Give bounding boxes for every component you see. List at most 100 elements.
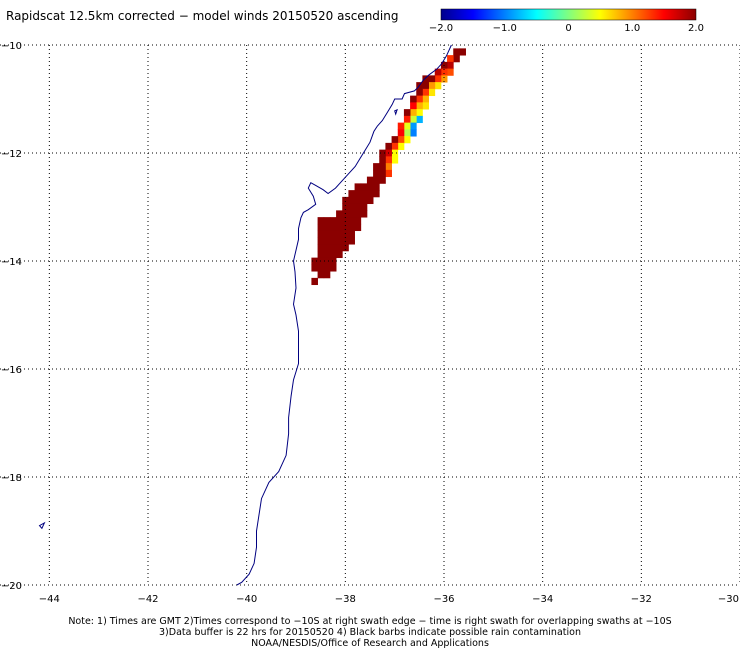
wind-cell xyxy=(453,48,460,56)
wind-cell xyxy=(329,237,337,245)
wind-cell xyxy=(342,237,349,245)
wind-cell xyxy=(336,210,343,218)
wind-cell xyxy=(354,223,362,232)
wind-cell xyxy=(428,75,436,83)
wind-cell xyxy=(342,223,349,232)
wind-cell xyxy=(348,237,355,245)
wind-cell xyxy=(391,156,399,164)
wind-cell xyxy=(348,190,355,198)
wind-cell xyxy=(410,115,417,124)
wind-cell xyxy=(385,163,392,171)
colorbar-bar xyxy=(440,8,697,21)
wind-cell xyxy=(323,244,331,252)
longitude-label: −38 xyxy=(335,594,356,605)
wind-cell xyxy=(329,244,337,252)
wind-cell xyxy=(329,230,337,238)
wind-cell xyxy=(342,230,349,238)
wind-cell xyxy=(323,271,331,279)
wind-cell xyxy=(385,156,392,164)
wind-cell xyxy=(422,82,429,90)
wind-cell xyxy=(366,176,374,184)
wind-cell xyxy=(366,183,374,191)
wind-cell xyxy=(336,223,343,232)
wind-cell xyxy=(373,169,380,178)
wind-cell xyxy=(434,75,442,83)
wind-cell xyxy=(317,217,325,225)
wind-cell xyxy=(360,183,368,191)
wind-cell xyxy=(336,217,343,225)
wind-cell xyxy=(317,223,325,232)
wind-cell xyxy=(329,250,337,259)
wind-cell xyxy=(348,223,355,232)
note-line-3: NOAA/NESDIS/Office of Research and Appli… xyxy=(251,638,489,649)
wind-cell xyxy=(366,190,374,198)
wind-cell xyxy=(410,122,417,130)
longitude-label: −32 xyxy=(631,594,652,605)
wind-cell xyxy=(391,136,399,144)
wind-cell xyxy=(323,264,331,272)
wind-cell xyxy=(403,129,411,137)
wind-cell xyxy=(373,183,380,191)
longitude-label: −34 xyxy=(532,594,553,605)
wind-cell xyxy=(323,237,331,245)
coastline xyxy=(236,44,452,586)
wind-cell xyxy=(317,244,325,252)
latitude-label: −20 xyxy=(1,581,22,592)
colorbar-label: 0 xyxy=(565,23,571,34)
longitude-label: −36 xyxy=(433,594,454,605)
wind-cell xyxy=(323,217,331,225)
wind-cell xyxy=(397,142,405,151)
wind-cell xyxy=(428,82,436,90)
wind-cell xyxy=(348,196,355,205)
wind-cell xyxy=(422,95,429,103)
longitude-label: −44 xyxy=(39,594,60,605)
wind-cell xyxy=(317,237,325,245)
colorbar-label: 2.0 xyxy=(688,23,704,34)
islands xyxy=(38,108,398,530)
island-outline xyxy=(394,108,398,116)
wind-cell xyxy=(373,190,380,198)
wind-cell xyxy=(348,203,355,211)
colorbar: −2.0 −1.0 0 1.0 2.0 xyxy=(429,8,704,34)
wind-cell xyxy=(447,68,454,76)
wind-cell xyxy=(323,250,331,259)
wind-cell xyxy=(323,257,331,265)
wind-cell xyxy=(410,129,417,137)
wind-cell xyxy=(360,190,368,198)
wind-cell xyxy=(410,102,417,110)
wind-cell xyxy=(360,210,368,218)
longitude-label: −42 xyxy=(137,594,158,605)
wind-cell xyxy=(366,196,374,205)
wind-cell xyxy=(311,264,318,272)
wind-cell xyxy=(416,95,423,103)
wind-cell xyxy=(329,223,337,232)
wind-cell xyxy=(311,277,318,286)
wind-cell xyxy=(397,136,405,144)
wind-cell xyxy=(416,115,423,124)
wind-cell xyxy=(342,196,349,205)
latitude-label: −14 xyxy=(1,257,22,268)
wind-cells xyxy=(311,48,466,286)
latitude-labels: −10 −12 −14 −16 −18 −20 xyxy=(1,41,22,592)
graticule xyxy=(0,44,740,586)
wind-cell xyxy=(354,210,362,218)
wind-cell xyxy=(403,122,411,130)
colorbar-label: −1.0 xyxy=(493,23,517,34)
wind-cell xyxy=(416,102,423,110)
wind-cell xyxy=(336,237,343,245)
wind-cell xyxy=(354,203,362,211)
colorbar-label: −2.0 xyxy=(429,23,453,34)
wind-cell xyxy=(403,136,411,144)
wind-cell xyxy=(348,210,355,218)
wind-cell xyxy=(422,75,429,83)
wind-cell xyxy=(354,190,362,198)
wind-cell xyxy=(379,156,386,164)
wind-cell xyxy=(385,169,392,178)
wind-cell xyxy=(317,271,325,279)
wind-cell xyxy=(373,176,380,184)
wind-cell xyxy=(336,244,343,252)
wind-cell xyxy=(440,68,448,76)
wind-cell xyxy=(329,257,337,265)
wind-cell xyxy=(422,88,429,97)
latitude-label: −18 xyxy=(1,473,22,484)
